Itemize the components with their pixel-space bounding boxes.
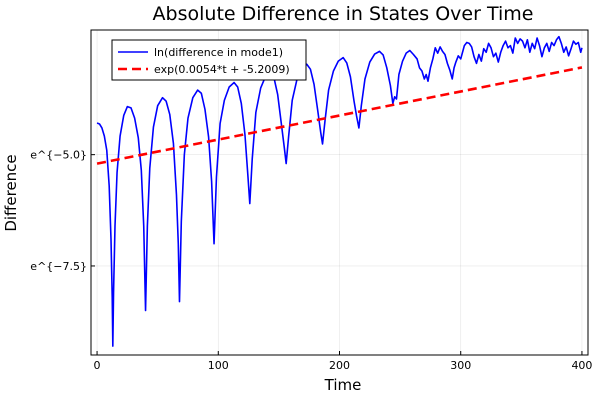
legend-box (111, 39, 307, 81)
series-line-fit (96, 66, 583, 165)
y-tick-label: e^{−7.5} (30, 260, 87, 273)
x-axis-label: Time (324, 376, 362, 394)
axis-ticks: 0 100 200 300 400 e^{−5.0} e^{−7.5} (30, 149, 592, 372)
x-tick-label: 400 (571, 359, 592, 372)
legend-label-fit: exp(0.0054*t + -5.2009) (154, 63, 290, 76)
x-tick-label: 200 (329, 359, 350, 372)
legend-label-mode1: ln(difference in mode1) (154, 46, 283, 59)
gridlines (91, 30, 588, 355)
x-tick-label: 0 (94, 359, 101, 372)
series-line-mode1 (96, 35, 583, 347)
chart-title: Absolute Difference in States Over Time (153, 3, 534, 25)
series-layer (96, 35, 583, 347)
x-tick-label: 300 (450, 359, 471, 372)
x-tick-label: 100 (208, 359, 229, 372)
y-tick-label: e^{−5.0} (30, 149, 87, 162)
y-axis-label: Difference (2, 154, 20, 231)
legend: ln(difference in mode1) exp(0.0054*t + -… (111, 39, 307, 81)
